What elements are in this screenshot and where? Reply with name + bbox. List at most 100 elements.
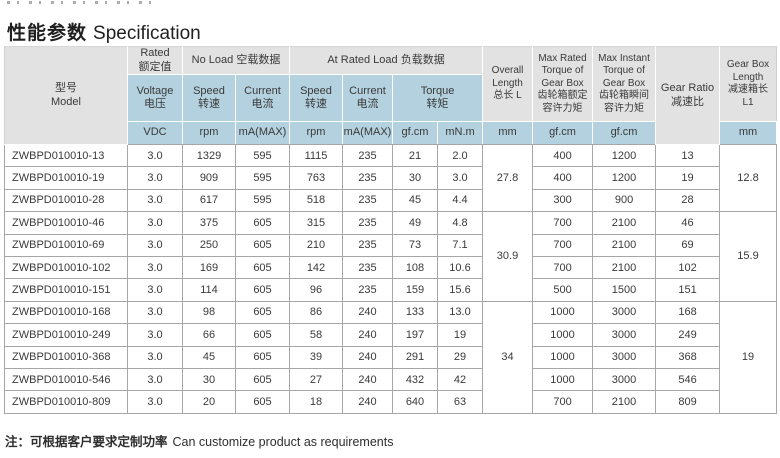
unit-torque-gfcm: gf.cm <box>392 121 438 145</box>
torque-mnm-cell: 7.1 <box>436 233 484 257</box>
table-row: ZWBPD010010-19 3.0 909 595 763 235 30 3.0 400 120… <box>4 166 777 190</box>
max-rated-torque-cell: 300 <box>532 188 594 213</box>
torque-gfcm-cell: 30 <box>392 166 438 190</box>
voltage-cell: 3.0 <box>127 255 183 280</box>
no-load-speed-cell: 1329 <box>182 143 236 168</box>
gear-ratio-cell: 809 <box>655 390 721 414</box>
no-load-current-cell: 605 <box>235 345 290 369</box>
max-instant-torque-cell: 1200 <box>592 143 657 168</box>
header-voltage: Voltage 电压 <box>127 74 183 122</box>
table-row: ZWBPD010010-368 3.0 45 605 39 240 291 29 1000 300… <box>4 345 777 369</box>
torque-mnm-cell: 29 <box>436 345 484 369</box>
model-cell: ZWBPD010010-28 <box>4 188 128 213</box>
voltage-cell: 3.0 <box>127 345 183 369</box>
voltage-cell: 3.0 <box>127 300 183 325</box>
max-rated-torque-cell: 500 <box>532 278 594 302</box>
rated-speed-cell: 1115 <box>289 143 343 168</box>
model-cell: ZWBPD010010-809 <box>4 390 128 414</box>
voltage-cell: 3.0 <box>127 323 183 347</box>
header-overall-length: Overall Length 总长 L <box>482 46 534 122</box>
rated-speed-cell: 96 <box>289 278 343 302</box>
voltage-cell: 3.0 <box>127 278 183 302</box>
no-load-speed-cell: 20 <box>182 390 236 414</box>
rated-speed-cell: 18 <box>289 390 343 414</box>
no-load-current-cell: 605 <box>235 278 290 302</box>
rated-speed-cell: 27 <box>289 367 343 392</box>
torque-mnm-cell: 4.8 <box>436 211 484 235</box>
page-title-zh: 性能参数 <box>7 22 88 44</box>
header-row-units: VDC rpm mA(MAX) rpm mA(MAX) gf.cm mN.m m… <box>5 121 778 145</box>
rated-current-cell: 240 <box>342 323 393 347</box>
table-row: ZWBPD010010-102 3.0 169 605 142 235 108 10.6 700… <box>4 255 777 280</box>
unit-max-instant-gfcm: gf.cm <box>592 121 657 145</box>
no-load-speed-cell: 909 <box>182 166 236 190</box>
voltage-cell: 3.0 <box>127 233 183 257</box>
torque-mnm-cell: 3.0 <box>436 166 484 190</box>
unit-rated-rpm: rpm <box>289 121 343 145</box>
header-model: 型号 Model <box>4 46 128 145</box>
torque-mnm-cell: 15.6 <box>436 278 484 302</box>
specification-table: 型号 Model Rated 额定值 No Load 空载数据 At Rated… <box>4 46 778 414</box>
footnote: 注：可根据客户要求定制功率 Can customize product as re… <box>5 431 393 450</box>
torque-gfcm-cell: 49 <box>392 211 438 235</box>
no-load-speed-cell: 169 <box>182 255 236 280</box>
gear-ratio-cell: 28 <box>655 188 721 213</box>
voltage-cell: 3.0 <box>127 188 183 213</box>
gear-ratio-cell: 168 <box>655 300 721 325</box>
max-instant-torque-cell: 3000 <box>592 345 657 369</box>
gearbox-length-cell: 12.8 <box>719 143 778 213</box>
rated-current-cell: 235 <box>342 233 393 257</box>
overall-length-cell: 27.8 <box>482 143 534 213</box>
unit-rated-ma: mA(MAX) <box>342 121 393 145</box>
rated-speed-cell: 210 <box>289 233 343 257</box>
footnote-zh: 注：可根据客户要求定制功率 <box>5 435 168 449</box>
max-instant-torque-cell: 2100 <box>592 211 657 235</box>
spec-table-body: ZWBPD010010-13 3.0 1329 595 1115 235 21 2.0 27.8… <box>4 143 778 414</box>
max-rated-torque-cell: 700 <box>532 255 594 280</box>
torque-mnm-cell: 19 <box>436 323 484 347</box>
max-rated-torque-cell: 700 <box>532 233 594 257</box>
header-rated-speed: Speed 转速 <box>289 74 343 122</box>
rated-speed-cell: 315 <box>289 211 343 235</box>
table-row: ZWBPD010010-46 3.0 375 605 315 235 49 4.8 30.9 70… <box>4 211 778 302</box>
no-load-current-cell: 595 <box>235 166 290 190</box>
rated-speed-cell: 518 <box>289 188 343 213</box>
torque-gfcm-cell: 197 <box>392 323 438 347</box>
table-row: ZWBPD010010-546 3.0 30 605 27 240 432 42 1000 300… <box>4 367 777 392</box>
rated-current-cell: 235 <box>342 255 393 280</box>
torque-gfcm-cell: 73 <box>392 233 438 257</box>
max-rated-torque-cell: 400 <box>532 143 594 168</box>
gear-ratio-cell: 368 <box>655 345 721 369</box>
max-instant-torque-cell: 900 <box>592 188 657 213</box>
rated-current-cell: 235 <box>342 166 393 190</box>
unit-vdc: VDC <box>127 121 183 145</box>
torque-gfcm-cell: 108 <box>392 255 438 280</box>
voltage-cell: 3.0 <box>127 166 183 190</box>
table-header: 型号 Model Rated 额定值 No Load 空载数据 At Rated… <box>4 46 778 145</box>
max-instant-torque-cell: 2100 <box>592 233 657 257</box>
model-cell: ZWBPD010010-19 <box>4 166 128 190</box>
torque-gfcm-cell: 291 <box>392 345 438 369</box>
torque-mnm-cell: 4.4 <box>436 188 484 213</box>
header-rated-current: Current 电流 <box>342 74 393 122</box>
max-instant-torque-cell: 3000 <box>592 300 657 325</box>
table-row: ZWBPD010010-151 3.0 114 605 96 235 159 15.6 500 1… <box>4 278 777 302</box>
gear-ratio-cell: 546 <box>655 367 721 392</box>
model-cell: ZWBPD010010-368 <box>4 345 128 369</box>
torque-mnm-cell: 10.6 <box>436 255 484 280</box>
rated-current-cell: 240 <box>342 367 393 392</box>
max-rated-torque-cell: 1000 <box>532 367 594 392</box>
table-row: ZWBPD010010-13 3.0 1329 595 1115 235 21 2.0 27.8… <box>4 143 778 213</box>
no-load-current-cell: 605 <box>235 323 290 347</box>
unit-overall-length-mm: mm <box>482 121 534 145</box>
table-row: ZWBPD010010-809 3.0 20 605 18 240 640 63 700 2100… <box>4 390 777 414</box>
table-row: ZWBPD010010-28 3.0 617 595 518 235 45 4.4 300 900… <box>4 188 777 213</box>
unit-torque-mnm: mN.m <box>436 121 484 145</box>
cropped-text-artifact <box>7 1 157 4</box>
torque-gfcm-cell: 640 <box>392 390 438 414</box>
model-cell: ZWBPD010010-546 <box>4 367 128 392</box>
header-row-labels: Voltage 电压 Speed 转速 Current 电流 Speed 转速 … <box>5 74 777 122</box>
max-rated-torque-cell: 1000 <box>532 323 594 347</box>
max-rated-torque-cell: 1000 <box>532 300 594 325</box>
max-rated-torque-cell: 1000 <box>532 345 594 369</box>
